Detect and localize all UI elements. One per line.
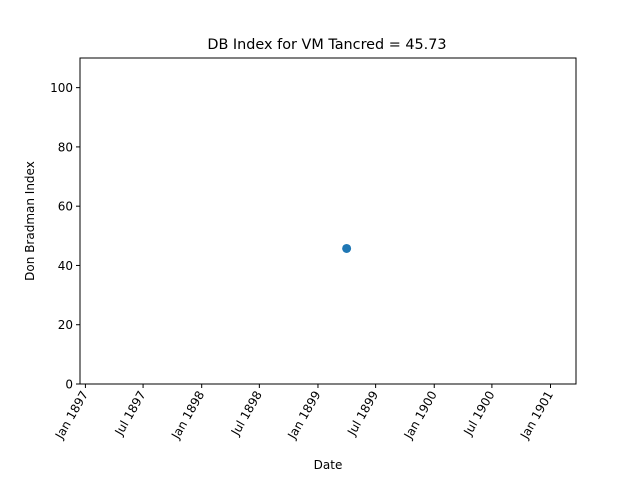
x-tick-label: Jan 1897 xyxy=(52,389,91,443)
y-tick-label: 0 xyxy=(65,378,73,392)
y-tick-label: 80 xyxy=(58,140,73,154)
x-tick-label: Jul 1898 xyxy=(228,389,265,439)
x-tick-label: Jul 1900 xyxy=(460,388,497,438)
x-tick-label: Jan 1899 xyxy=(285,389,324,443)
x-tick-label: Jul 1899 xyxy=(344,389,381,439)
data-points xyxy=(342,243,352,253)
x-tick-label: Jul 1897 xyxy=(112,389,149,439)
x-axis-label: Date xyxy=(314,458,343,472)
x-tick-label: Jan 1898 xyxy=(168,389,207,443)
plot-area xyxy=(79,57,577,385)
x-tick-label: Jan 1901 xyxy=(517,389,556,443)
y-axis-label: Don Bradman Index xyxy=(23,161,37,281)
y-axis-ticks: 0 20 40 60 80 100 xyxy=(50,81,80,392)
y-tick-label: 20 xyxy=(58,318,73,332)
y-tick-label: 100 xyxy=(50,81,73,95)
y-tick-label: 40 xyxy=(58,259,73,273)
data-point xyxy=(342,243,352,253)
chart-title: DB Index for VM Tancred = 45.73 xyxy=(207,37,446,53)
x-axis-ticks: Jan 1897 Jul 1897 Jan 1898 Jul 1898 Jan 1899… xyxy=(52,384,556,442)
y-tick-label: 60 xyxy=(58,200,73,214)
x-tick-label: Jan 1900 xyxy=(401,389,440,443)
